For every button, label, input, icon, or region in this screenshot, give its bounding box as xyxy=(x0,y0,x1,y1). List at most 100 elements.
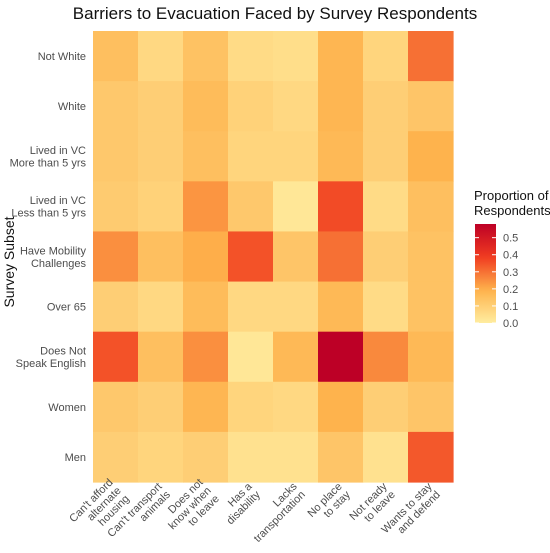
heatmap-cell xyxy=(408,331,454,383)
y-tick-label: Speak English xyxy=(16,358,86,370)
heatmap-cell xyxy=(363,231,409,283)
heatmap-cell xyxy=(183,431,229,483)
heatmap-cell xyxy=(228,81,274,132)
heatmap-cell xyxy=(363,331,409,383)
heatmap-cell xyxy=(318,231,364,283)
heatmap-cell xyxy=(273,31,319,82)
legend-tick-label: 0.4 xyxy=(503,250,518,262)
heatmap-cell xyxy=(363,281,409,333)
heatmap-cell xyxy=(318,81,364,132)
heatmap-cell xyxy=(318,431,364,483)
heatmap-cell xyxy=(93,231,139,283)
heatmap-cell xyxy=(183,281,229,333)
legend-colorbar xyxy=(475,224,496,323)
heatmap-cell xyxy=(273,81,319,132)
heatmap-cell xyxy=(183,131,229,182)
y-tick-label: White xyxy=(58,101,86,113)
y-tick-label: Challenges xyxy=(31,258,87,270)
heatmap-cell xyxy=(138,31,184,82)
heatmap-cell xyxy=(93,281,139,333)
heatmap-cell xyxy=(93,331,139,383)
legend-title: Respondents xyxy=(474,203,550,218)
heatmap-cell xyxy=(183,31,229,82)
heatmap-cell xyxy=(363,131,409,182)
y-tick-label: Over 65 xyxy=(47,302,86,314)
heatmap-cell xyxy=(228,431,274,483)
y-tick-label: More than 5 yrs xyxy=(10,158,87,170)
heatmap-cell xyxy=(138,181,184,233)
heatmap-cell xyxy=(228,331,274,383)
heatmap-cell xyxy=(273,431,319,483)
legend-tick-label: 0.5 xyxy=(503,233,518,245)
heatmap-cell xyxy=(408,131,454,182)
heatmap-cell xyxy=(183,81,229,132)
heatmap-cell xyxy=(363,381,409,433)
heatmap-cell xyxy=(138,231,184,283)
heatmap-cell xyxy=(138,81,184,132)
heatmap-cell xyxy=(93,431,139,483)
legend-tick-label: 0.1 xyxy=(503,301,518,313)
heatmap-cell xyxy=(408,31,454,82)
heatmap-cell xyxy=(363,31,409,82)
heatmap-cell xyxy=(408,431,454,483)
heatmap-cell xyxy=(273,381,319,433)
heatmap-cell xyxy=(318,131,364,182)
heatmap-cell xyxy=(318,281,364,333)
heatmap-cell xyxy=(273,281,319,333)
chart-title: Barriers to Evacuation Faced by Survey R… xyxy=(73,4,477,23)
heatmap-cell xyxy=(138,381,184,433)
heatmap-cell xyxy=(228,381,274,433)
heatmap-cell xyxy=(273,131,319,182)
heatmap-cell xyxy=(93,131,139,182)
heatmap-cell xyxy=(228,281,274,333)
heatmap-cell xyxy=(408,381,454,433)
heatmap-cell xyxy=(228,131,274,182)
heatmap-cell xyxy=(273,231,319,283)
y-tick-label: Not White xyxy=(38,51,86,63)
heatmap-cell xyxy=(93,31,139,82)
heatmap-cell xyxy=(183,231,229,283)
heatmap-cell xyxy=(408,231,454,283)
legend-tick-label: 0.2 xyxy=(503,284,518,296)
heatmap-cell xyxy=(228,231,274,283)
heatmap-cell xyxy=(318,381,364,433)
heatmap-cell xyxy=(183,181,229,233)
heatmap-cell xyxy=(183,331,229,383)
y-tick-label: Less than 5 yrs xyxy=(11,208,86,220)
heatmap-cell xyxy=(138,431,184,483)
heatmap-cell xyxy=(273,331,319,383)
heatmap-cell xyxy=(408,181,454,233)
heatmap-cell xyxy=(138,331,184,383)
y-tick-label: Lived in VC xyxy=(30,145,86,157)
heatmap-cell xyxy=(228,181,274,233)
heatmap-cell xyxy=(318,331,364,383)
heatmap-cell xyxy=(138,281,184,333)
heatmap-cell xyxy=(273,181,319,233)
y-tick-label: Women xyxy=(48,402,86,414)
heatmap-cell xyxy=(318,31,364,82)
y-tick-label: Lived in VC xyxy=(30,195,86,207)
heatmap-cell xyxy=(93,381,139,433)
heatmap-cells xyxy=(93,31,454,483)
y-tick-label: Men xyxy=(65,452,86,464)
heatmap-cell xyxy=(93,81,139,132)
heatmap-cell xyxy=(228,31,274,82)
y-tick-label: Does Not xyxy=(40,346,86,358)
heatmap-cell xyxy=(408,281,454,333)
heatmap-cell xyxy=(408,81,454,132)
heatmap-cell xyxy=(93,181,139,233)
y-axis-title: Survey Subset xyxy=(1,216,17,307)
heatmap-cell xyxy=(363,81,409,132)
heatmap-cell xyxy=(183,381,229,433)
heatmap-cell xyxy=(363,181,409,233)
heatmap-cell xyxy=(138,131,184,182)
y-tick-label: Have Mobility xyxy=(20,245,87,257)
legend-tick-label: 0.0 xyxy=(503,318,518,330)
